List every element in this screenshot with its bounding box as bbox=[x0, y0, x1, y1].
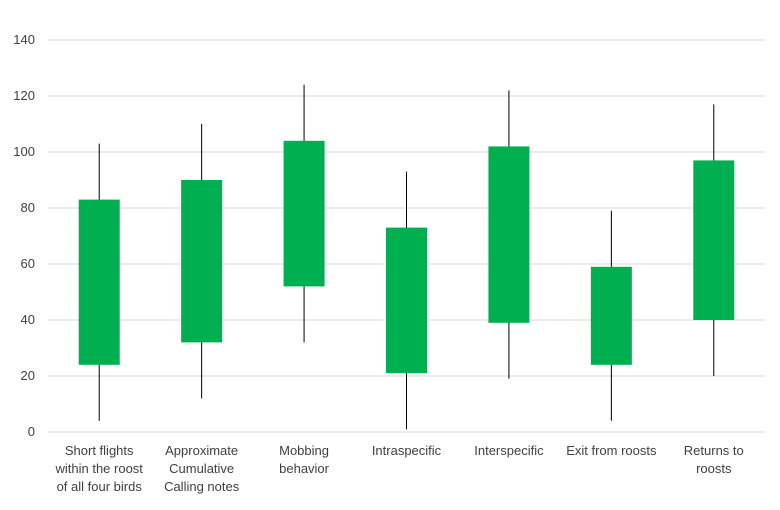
x-category-label-line: Approximate bbox=[165, 443, 238, 458]
y-tick-label: 140 bbox=[13, 32, 35, 47]
y-tick-label: 40 bbox=[21, 312, 35, 327]
x-category-label: Exit from roosts bbox=[566, 443, 657, 458]
range-bar bbox=[386, 227, 427, 374]
range-bar bbox=[488, 146, 530, 323]
y-tick-label: 120 bbox=[13, 88, 35, 103]
y-tick-label: 60 bbox=[21, 256, 35, 271]
x-category-label-line: of all four birds bbox=[57, 479, 143, 494]
x-category-label-line: within the roost bbox=[54, 461, 143, 476]
x-category-label-line: Mobbing bbox=[279, 443, 329, 458]
x-category-label-line: Calling notes bbox=[164, 479, 240, 494]
x-category-label: Interspecific bbox=[474, 443, 544, 458]
x-category-label: Intraspecific bbox=[372, 443, 442, 458]
range-bars bbox=[78, 140, 735, 374]
y-tick-label: 0 bbox=[28, 424, 35, 439]
x-category-label-line: Cumulative bbox=[169, 461, 234, 476]
x-category-label: Mobbing behavior bbox=[279, 443, 330, 476]
x-category-label-line: behavior bbox=[279, 461, 330, 476]
x-category-label: Short flights within the roost of all four… bbox=[54, 443, 143, 494]
x-category-label-line: Intraspecific bbox=[372, 443, 442, 458]
y-axis-tick-labels: 0 20 40 60 80 100 120 140 bbox=[13, 32, 35, 439]
range-bar bbox=[693, 160, 735, 320]
x-axis-category-labels: Short flights within the roost of all four… bbox=[54, 443, 743, 494]
range-bar bbox=[78, 199, 120, 365]
x-category-label: Approximate Cumulative Calling notes bbox=[164, 443, 240, 494]
x-category-label-line: roosts bbox=[696, 461, 732, 476]
x-category-label-line: Exit from roosts bbox=[566, 443, 657, 458]
range-bar bbox=[283, 140, 325, 287]
x-category-label-line: Interspecific bbox=[474, 443, 544, 458]
x-category-label-line: Returns to bbox=[684, 443, 744, 458]
y-tick-label: 80 bbox=[21, 200, 35, 215]
x-category-label-line: Short flights bbox=[65, 443, 134, 458]
y-tick-label: 100 bbox=[13, 144, 35, 159]
x-category-label: Returns to roosts bbox=[684, 443, 744, 476]
y-tick-label: 20 bbox=[21, 368, 35, 383]
range-bar bbox=[181, 180, 223, 343]
range-bar bbox=[590, 266, 632, 365]
